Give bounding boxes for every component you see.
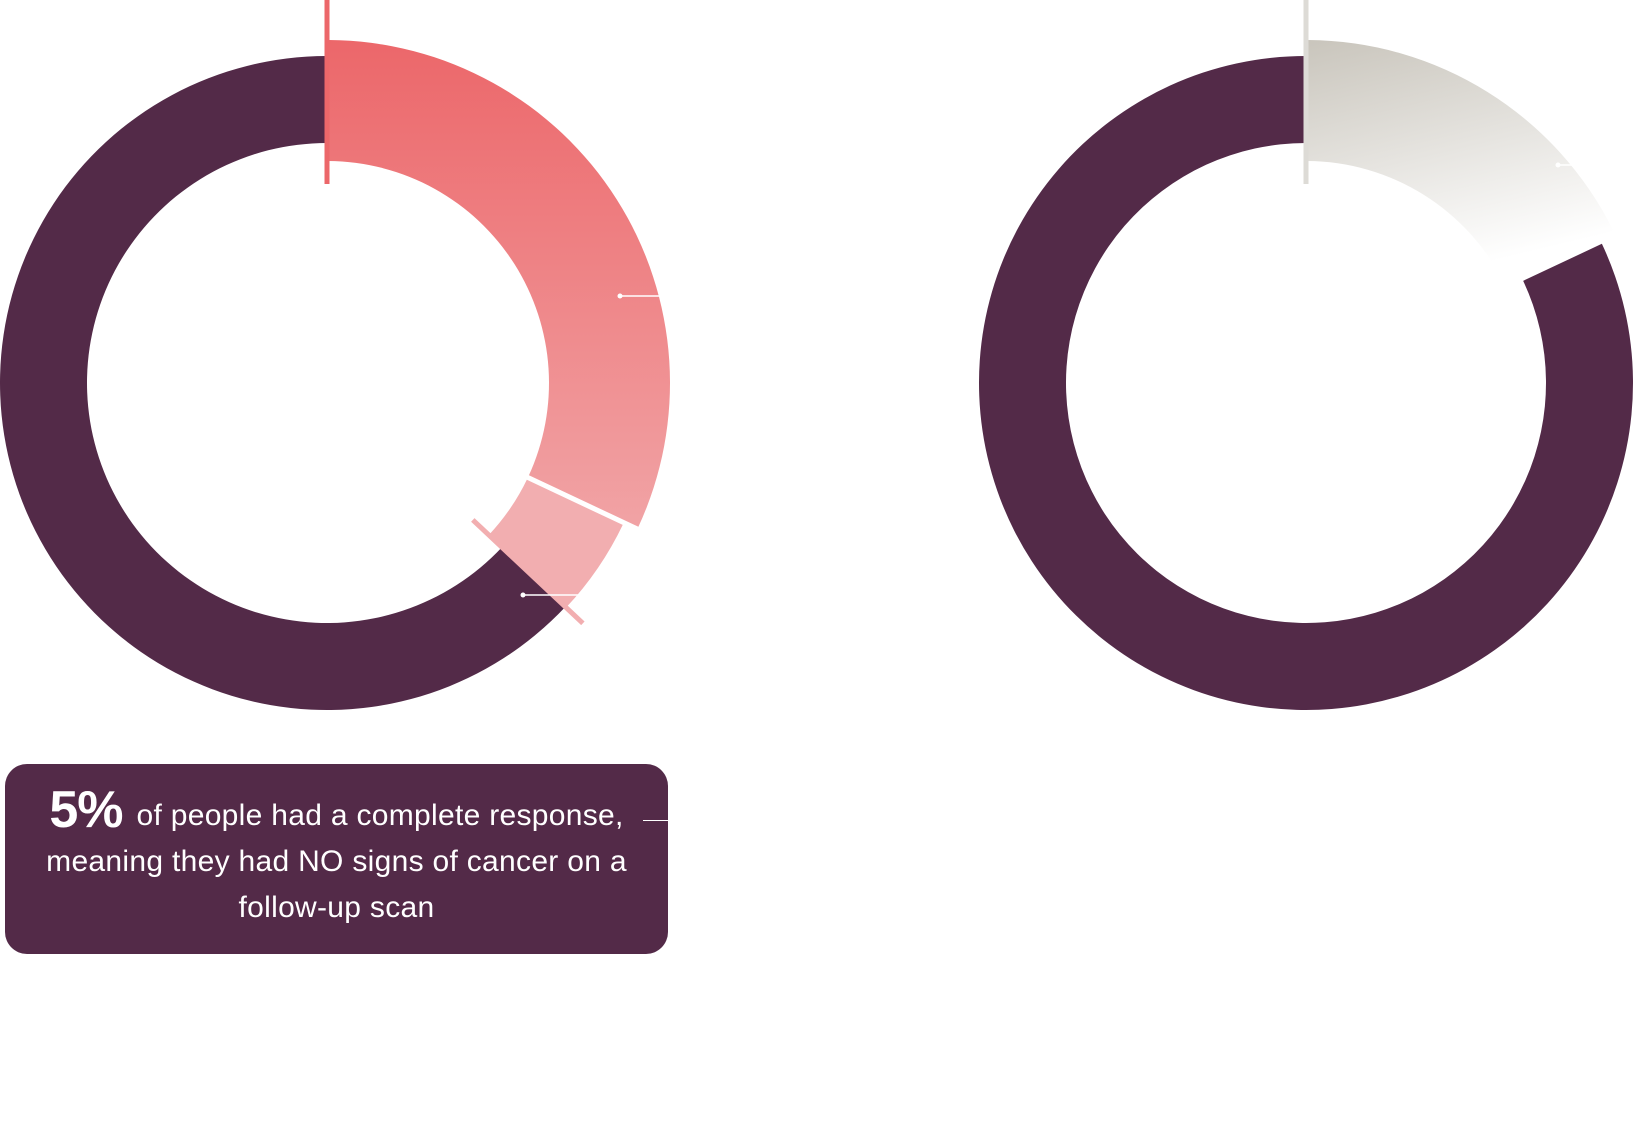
callout-description: of people had a complete response, meani…: [46, 799, 627, 924]
donut-slice-highlighted: [1307, 40, 1614, 285]
end-marker-line: [471, 518, 585, 626]
donut-slice-partial-response: [328, 40, 670, 528]
callout-connector-line: [643, 820, 669, 821]
donut-chart-left: [0, 0, 670, 710]
callout-text-block: 5% of people had a complete response, mea…: [45, 784, 628, 931]
callout-value: 5%: [49, 781, 123, 839]
donut-slice-complete-response: [488, 478, 624, 608]
donut-slice-other: [0, 56, 566, 710]
donut-chart-right: [978, 0, 1633, 710]
slice-separator: [524, 474, 641, 533]
complete-response-callout: 5% of people had a complete response, mea…: [5, 764, 668, 954]
